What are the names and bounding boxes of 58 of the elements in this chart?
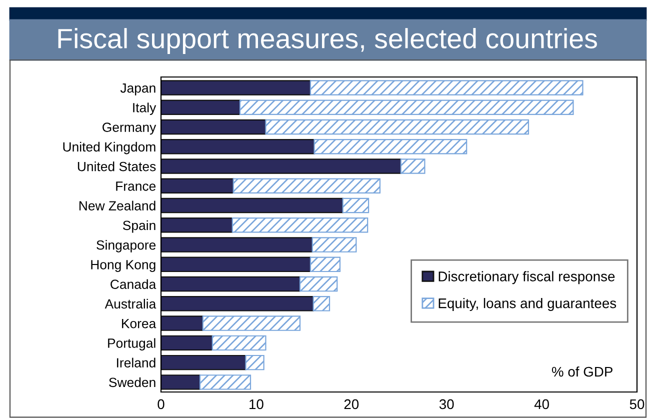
y-tick-label: Sweden <box>109 377 156 388</box>
x-tick-label: 40 <box>534 399 549 410</box>
bar <box>299 276 338 292</box>
bar <box>312 237 357 252</box>
legend-label: Equity, loans and guarantees <box>438 298 616 311</box>
x-tick-label: 30 <box>439 399 454 410</box>
bar <box>161 335 213 351</box>
x-tick-label: 50 <box>630 399 644 410</box>
bar <box>342 198 370 214</box>
y-tick-label: Hong Kong <box>91 260 156 272</box>
bar <box>265 119 530 135</box>
bar <box>202 316 301 331</box>
bar <box>161 256 312 272</box>
bar <box>161 80 312 96</box>
bar <box>199 374 252 390</box>
y-tick-label: Spain <box>122 220 156 233</box>
chart-title: Fiscal support measures, selected countries <box>58 28 597 54</box>
annotation: % of GDP <box>552 366 612 377</box>
y-tick-label: Canada <box>110 279 156 289</box>
y-tick-label: Portugal <box>108 338 156 350</box>
bar <box>161 139 315 154</box>
y-tick-label: Germany <box>102 122 156 135</box>
y-tick-label: Australia <box>104 298 156 309</box>
bar <box>245 354 264 370</box>
bar <box>312 296 330 312</box>
y-tick-label: Singapore <box>96 240 156 252</box>
x-tick-label: 10 <box>250 399 264 410</box>
bar <box>314 139 468 154</box>
bar <box>161 354 246 370</box>
y-tick-label: Korea <box>122 319 156 328</box>
bar <box>161 119 266 135</box>
y-tick-label: Italy <box>133 102 156 115</box>
bar <box>161 276 301 292</box>
bar <box>161 158 402 174</box>
y-tick-label: United Kingdom <box>63 142 156 154</box>
bar <box>239 100 574 116</box>
bar <box>310 256 341 272</box>
bar <box>161 296 314 312</box>
bar <box>161 198 344 214</box>
y-tick-label: France <box>116 182 156 191</box>
x-tick-label: 0 <box>158 399 164 410</box>
y-tick-label: Japan <box>120 84 156 96</box>
y-tick-label: Ireland <box>117 358 156 368</box>
bar <box>161 374 201 390</box>
bar <box>161 218 233 233</box>
bar <box>232 178 381 194</box>
x-tick-label: 20 <box>344 399 359 410</box>
bar <box>400 158 426 174</box>
bar <box>161 178 234 194</box>
bar <box>161 316 204 331</box>
bar <box>310 80 584 96</box>
bar <box>212 335 266 351</box>
bar <box>161 100 241 116</box>
y-tick-label: New Zealand <box>79 200 156 210</box>
bar <box>161 237 313 252</box>
y-tick-label: United States <box>78 162 156 172</box>
legend-label: Discretionary fiscal response <box>438 271 615 284</box>
bar <box>232 218 368 233</box>
